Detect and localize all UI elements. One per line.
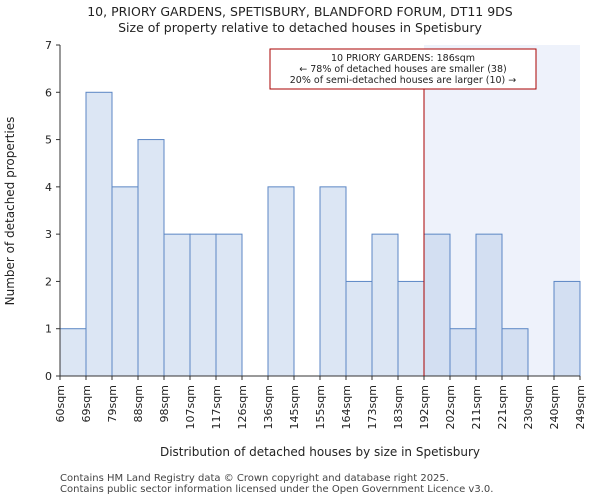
x-tick-label: 117sqm [210,385,223,429]
bar-155sqm [319,186,347,377]
y-tick-label: 1 [45,323,52,336]
y-tick-label: 5 [45,134,52,147]
y-axis-label: Number of detached properties [3,117,17,306]
annotation-line-1: 10 PRIORY GARDENS: 186sqm [331,53,475,64]
x-tick-label: 211sqm [470,385,483,429]
chart-subtitle: Size of property relative to detached ho… [118,20,482,35]
bar-88sqm [137,139,165,377]
bar-240sqm [553,280,581,377]
x-tick-label: 145sqm [288,385,301,429]
x-tick-label: 249sqm [574,385,587,429]
bar-221sqm [501,328,529,377]
annotation-line-2: ← 78% of detached houses are smaller (38… [299,64,506,75]
x-tick-label: 136sqm [262,385,275,429]
x-tick-label: 88sqm [132,385,145,422]
bar-60sqm [59,328,87,377]
bar-173sqm [371,233,399,377]
footer-licence: Contains public sector information licen… [60,484,494,495]
bar-183sqm [397,280,425,377]
x-tick-label: 98sqm [158,385,171,422]
y-tick-label: 4 [45,181,52,194]
x-tick-label: 107sqm [184,385,197,429]
bar-69sqm [85,91,113,377]
x-tick-label: 240sqm [548,385,561,429]
bar-211sqm [475,233,503,377]
x-tick-label: 221sqm [496,385,509,429]
x-tick-label: 155sqm [314,385,327,429]
y-tick-label: 7 [45,39,52,52]
chart-title: 10, PRIORY GARDENS, SPETISBURY, BLANDFOR… [87,4,513,19]
x-tick-label: 126sqm [236,385,249,429]
x-tick-label: 183sqm [392,385,405,429]
x-tick-label: 60sqm [54,385,67,422]
x-tick-label: 173sqm [366,385,379,429]
bar-202sqm [449,328,477,377]
bar-192sqm [423,233,451,377]
y-tick-label: 3 [45,228,52,241]
x-tick-label: 164sqm [340,385,353,429]
bar-136sqm [267,186,295,377]
x-tick-label: 192sqm [418,385,431,429]
bar-79sqm [111,186,139,377]
x-tick-label: 79sqm [106,385,119,422]
y-tick-label: 6 [45,86,52,99]
y-tick-label: 2 [45,275,52,288]
annotation-box [269,48,537,90]
x-axis-label: Distribution of detached houses by size … [160,445,480,459]
footer-copyright: Contains HM Land Registry data © Crown c… [60,473,449,484]
x-tick-label: 230sqm [522,385,535,429]
bar-164sqm [345,280,373,377]
bar-98sqm [163,233,191,377]
histogram-chart: 0 1 2 3 4 5 6 7 60sqm 69sqm 79sqm 88sqm 98sqm 107sqm… [3,39,587,459]
x-tick-label: 69sqm [80,385,93,422]
annotation-line-3: 20% of semi-detached houses are larger (… [290,75,517,86]
x-tick-label: 202sqm [444,385,457,429]
bar-117sqm [215,233,243,377]
bar-107sqm [189,233,217,377]
y-tick-label: 0 [45,370,52,383]
